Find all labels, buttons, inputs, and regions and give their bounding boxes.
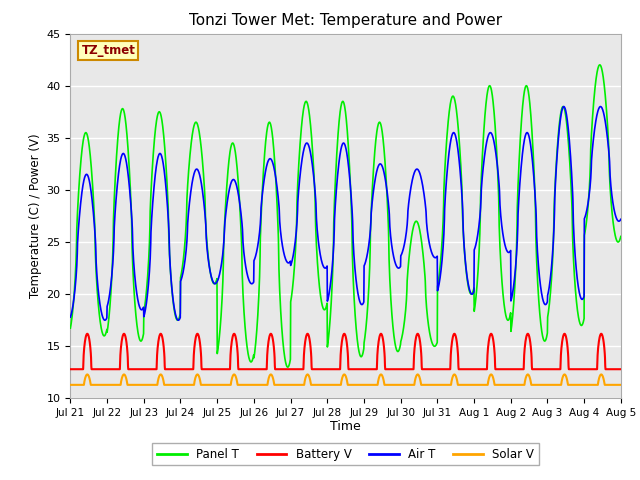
X-axis label: Time: Time (330, 420, 361, 432)
Title: Tonzi Tower Met: Temperature and Power: Tonzi Tower Met: Temperature and Power (189, 13, 502, 28)
Y-axis label: Temperature (C) / Power (V): Temperature (C) / Power (V) (29, 134, 42, 298)
Text: TZ_tmet: TZ_tmet (81, 44, 135, 57)
Legend: Panel T, Battery V, Air T, Solar V: Panel T, Battery V, Air T, Solar V (152, 443, 539, 466)
